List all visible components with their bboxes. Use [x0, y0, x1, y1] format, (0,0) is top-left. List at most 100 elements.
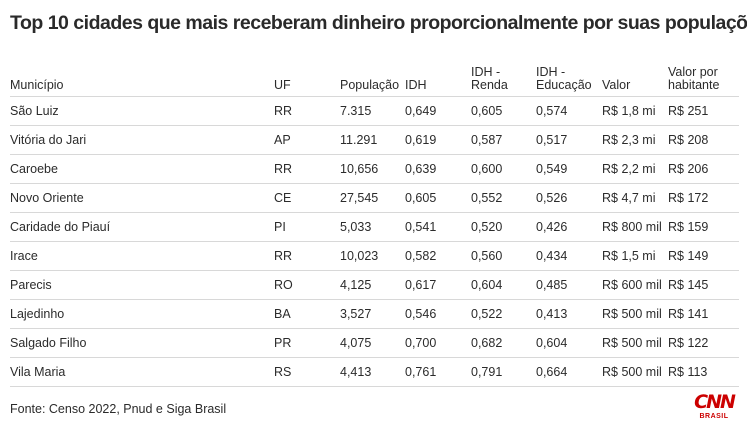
cell-municipio: Parecis: [10, 270, 274, 300]
cell-idh-renda: 0,604: [471, 270, 536, 300]
cell-valor-por-habitante: R$ 122: [668, 328, 739, 358]
cell-municipio: Irace: [10, 241, 274, 271]
cell-valor: R$ 500 mil: [602, 328, 668, 358]
cell-valor-por-habitante: R$ 149: [668, 241, 739, 271]
header-valor: Valor: [602, 58, 668, 97]
header-uf: UF: [274, 58, 340, 97]
table-row: Caroebe RR 10,656 0,639 0,600 0,549 R$ 2,2 mi R…: [10, 154, 739, 184]
table-row: Caridade do Piauí PI 5,033 0,541 0,520 0,426 R…: [10, 212, 739, 242]
cell-idh-renda: 0,520: [471, 212, 536, 242]
cell-uf: CE: [274, 183, 340, 213]
cell-populacao: 4,125: [340, 270, 405, 300]
cell-valor: R$ 600 mil: [602, 270, 668, 300]
cell-populacao: 3,527: [340, 299, 405, 329]
cell-populacao: 10,656: [340, 154, 405, 184]
cell-idh-educacao: 0,604: [536, 328, 602, 358]
cell-idh-renda: 0,682: [471, 328, 536, 358]
source-footer: Fonte: Censo 2022, Pnud e Siga Brasil: [10, 402, 227, 416]
cell-uf: RR: [274, 96, 340, 126]
cell-populacao: 10,023: [340, 241, 405, 271]
cell-valor-por-habitante: R$ 145: [668, 270, 739, 300]
cell-valor-por-habitante: R$ 251: [668, 96, 739, 126]
header-idh: IDH: [405, 58, 471, 97]
cell-idh-educacao: 0,517: [536, 125, 602, 155]
header-populacao: População: [340, 58, 405, 97]
cell-municipio: Caroebe: [10, 154, 274, 184]
cell-populacao: 27,545: [340, 183, 405, 213]
cell-valor-por-habitante: R$ 159: [668, 212, 739, 242]
cell-valor: R$ 4,7 mi: [602, 183, 668, 213]
table-row: Lajedinho BA 3,527 0,546 0,522 0,413 R$ 500 mi…: [10, 299, 739, 329]
cell-valor-por-habitante: R$ 113: [668, 357, 739, 387]
cell-valor: R$ 800 mil: [602, 212, 668, 242]
cell-idh: 0,619: [405, 125, 471, 155]
cell-valor: R$ 2,2 mi: [602, 154, 668, 184]
cell-municipio: Vila Maria: [10, 357, 274, 387]
cell-idh: 0,639: [405, 154, 471, 184]
table-row: Novo Oriente CE 27,545 0,605 0,552 0,526 R$ 4,…: [10, 183, 739, 213]
cell-idh: 0,761: [405, 357, 471, 387]
cell-valor: R$ 500 mil: [602, 357, 668, 387]
cell-idh-educacao: 0,526: [536, 183, 602, 213]
cell-idh: 0,605: [405, 183, 471, 213]
cell-idh-renda: 0,552: [471, 183, 536, 213]
cell-uf: RR: [274, 241, 340, 271]
cell-idh-educacao: 0,413: [536, 299, 602, 329]
cell-populacao: 4,413: [340, 357, 405, 387]
cell-idh-renda: 0,560: [471, 241, 536, 271]
cell-idh-renda: 0,600: [471, 154, 536, 184]
cell-idh-educacao: 0,549: [536, 154, 602, 184]
logo-brand-text: CNN: [694, 391, 736, 413]
cell-municipio: Caridade do Piauí: [10, 212, 274, 242]
table-row: Parecis RO 4,125 0,617 0,604 0,485 R$ 600 mil R…: [10, 270, 739, 300]
table-row: São Luiz RR 7.315 0,649 0,605 0,574 R$ 1,8 mi R…: [10, 96, 739, 126]
header-idh-educacao: IDH - Educação: [536, 58, 602, 97]
cell-municipio: São Luiz: [10, 96, 274, 126]
cell-idh-renda: 0,587: [471, 125, 536, 155]
cell-valor: R$ 2,3 mi: [602, 125, 668, 155]
cell-populacao: 7.315: [340, 96, 405, 126]
cell-idh: 0,546: [405, 299, 471, 329]
cell-populacao: 4,075: [340, 328, 405, 358]
cell-municipio: Vitória do Jari: [10, 125, 274, 155]
cell-valor-por-habitante: R$ 206: [668, 154, 739, 184]
table-row: Vitória do Jari AP 11.291 0,619 0,587 0,517 R$…: [10, 125, 739, 155]
cell-idh-educacao: 0,485: [536, 270, 602, 300]
cell-uf: BA: [274, 299, 340, 329]
cell-valor: R$ 500 mil: [602, 299, 668, 329]
cell-idh: 0,649: [405, 96, 471, 126]
cell-municipio: Salgado Filho: [10, 328, 274, 358]
cell-populacao: 11.291: [340, 125, 405, 155]
cell-valor-por-habitante: R$ 208: [668, 125, 739, 155]
header-valor-por-habitante: Valor por habitante: [668, 58, 739, 97]
cell-uf: PR: [274, 328, 340, 358]
cell-idh: 0,582: [405, 241, 471, 271]
cell-populacao: 5,033: [340, 212, 405, 242]
page-title: Top 10 cidades que mais receberam dinhei…: [10, 12, 747, 34]
cell-idh-educacao: 0,574: [536, 96, 602, 126]
cell-municipio: Lajedinho: [10, 299, 274, 329]
cell-uf: RS: [274, 357, 340, 387]
table-row: Irace RR 10,023 0,582 0,560 0,434 R$ 1,5 mi R$ …: [10, 241, 739, 271]
cell-uf: PI: [274, 212, 340, 242]
cell-municipio: Novo Oriente: [10, 183, 274, 213]
cell-valor: R$ 1,5 mi: [602, 241, 668, 271]
table-header-row: Município UF População IDH IDH - Renda I…: [10, 58, 739, 97]
cell-idh-renda: 0,791: [471, 357, 536, 387]
cell-idh-renda: 0,605: [471, 96, 536, 126]
table-row: Salgado Filho PR 4,075 0,700 0,682 0,604 R$ 50…: [10, 328, 739, 358]
table-row: Vila Maria RS 4,413 0,761 0,791 0,664 R$ 500 m…: [10, 357, 739, 387]
cell-uf: AP: [274, 125, 340, 155]
cell-idh-educacao: 0,664: [536, 357, 602, 387]
cell-idh: 0,541: [405, 212, 471, 242]
cell-valor: R$ 1,8 mi: [602, 96, 668, 126]
header-municipio: Município: [10, 58, 274, 97]
cell-uf: RO: [274, 270, 340, 300]
cell-idh-educacao: 0,434: [536, 241, 602, 271]
logo-sub-text: BRASIL: [699, 413, 729, 420]
cell-idh-renda: 0,522: [471, 299, 536, 329]
header-idh-renda: IDH - Renda: [471, 58, 536, 97]
data-table: Município UF População IDH IDH - Renda I…: [10, 58, 739, 387]
cell-uf: RR: [274, 154, 340, 184]
cell-idh-educacao: 0,426: [536, 212, 602, 242]
